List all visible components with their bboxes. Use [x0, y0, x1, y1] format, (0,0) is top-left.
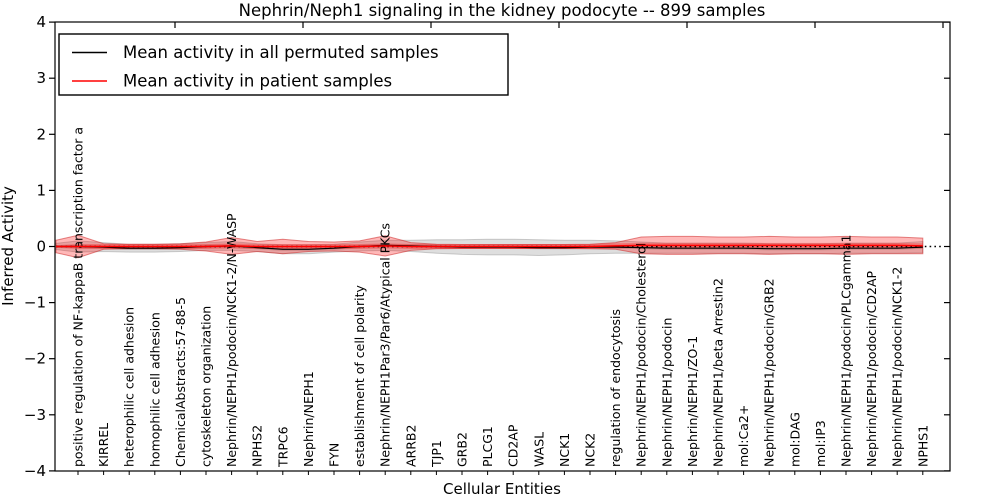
x-tick-label: mol:IP3 — [813, 420, 828, 467]
x-tick-label: GRB2 — [455, 432, 470, 467]
y-tick-labels-layer: 4 3 2 1 0 −1 −2 −3 −4 — [24, 13, 46, 480]
x-tick-label: Nephrin/NEPH1/podocin/NCK1-2 — [890, 267, 905, 467]
x-tick-label: Nephrin/NEPH1/podocin/Cholesterol — [634, 243, 649, 467]
y-axis-label: Inferred Activity — [0, 186, 17, 306]
x-tick-label: homophilic cell adhesion — [147, 312, 162, 467]
y-tick-label: 4 — [36, 13, 46, 31]
legend-frame — [58, 33, 509, 96]
patient-mean-line — [56, 244, 923, 248]
y-tick-label: −4 — [24, 462, 46, 480]
x-tick-label: Nephrin/NEPH1/podocin/CD2AP — [864, 271, 879, 467]
x-tick-label: ChemicalAbstracts:57-88-5 — [173, 297, 188, 467]
x-tick-label: TRPC6 — [275, 426, 290, 468]
x-tick-label: KIRREL — [96, 423, 111, 467]
x-tick-label: NCK2 — [583, 433, 598, 467]
x-tick-label: FYN — [327, 443, 342, 467]
x-tick-label: Nephrin/NEPH1/podocin/PLCgamma1 — [839, 235, 854, 467]
y-tick-label: −3 — [24, 406, 46, 424]
x-tick-label: NPHS2 — [250, 425, 265, 467]
x-tick-labels-layer: positive regulation of NF-kappaB transcr… — [71, 127, 931, 468]
x-tick-label: cytoskeleton organization — [199, 306, 214, 467]
x-tick-label: WASL — [531, 432, 546, 467]
x-tick-label: PLCG1 — [480, 426, 495, 467]
x-tick-label: Nephrin/NEPH1/beta Arrestin2 — [711, 278, 726, 467]
legend-label-patient: Mean activity in patient samples — [123, 72, 392, 91]
x-tick-label: regulation of endocytosis — [608, 309, 623, 467]
y-tick-label: 1 — [36, 181, 46, 199]
x-tick-label: Nephrin/NEPH1/podocin — [659, 318, 674, 467]
y-tick-label: 2 — [36, 125, 46, 143]
x-tick-label: mol:Ca2+ — [736, 405, 751, 467]
x-tick-label: heterophilic cell adhesion — [122, 307, 137, 467]
x-tick-label: ARRB2 — [403, 425, 418, 467]
x-tick-label: TJP1 — [429, 440, 444, 468]
x-tick-label: Nephrin/NEPH1 — [301, 371, 316, 467]
x-tick-label: Nephrin/NEPH1Par3/Par6/Atypical PKCs — [378, 223, 393, 467]
plot-border — [54, 21, 951, 472]
x-axis-label: Cellular Entities — [443, 480, 561, 498]
x-tick-label: NPHS1 — [915, 425, 930, 467]
x-tick-label: Nephrin/NEPH1/podocin/NCK1-2/N-WASP — [224, 213, 239, 467]
legend-label-permuted: Mean activity in all permuted samples — [123, 43, 439, 62]
series-lines-layer — [56, 244, 944, 250]
x-tick-label: mol:DAG — [787, 412, 802, 467]
x-tick-label: Nephrin/NEPH1/podocin/GRB2 — [762, 278, 777, 467]
y-tick-label: −2 — [24, 350, 46, 368]
y-tick-label: 0 — [36, 238, 46, 256]
x-tick-label: NCK1 — [557, 433, 572, 467]
legend: Mean activity in all permuted samples Me… — [58, 33, 509, 96]
x-tick-label: CD2AP — [506, 424, 521, 467]
x-tick-label: positive regulation of NF-kappaB transcr… — [71, 127, 86, 467]
x-tick-label: Nephrin/NEPH1/ZO-1 — [685, 336, 700, 467]
x-tick-label: establishment of cell polarity — [352, 285, 367, 467]
chart-title: Nephrin/Neph1 signaling in the kidney po… — [239, 1, 766, 20]
y-tick-label: −1 — [24, 294, 46, 312]
y-tick-label: 3 — [36, 69, 46, 87]
